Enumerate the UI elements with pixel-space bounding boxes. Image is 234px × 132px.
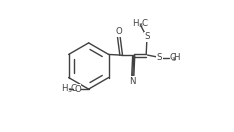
Text: S: S [144,32,150,41]
Text: C: C [70,84,77,93]
Text: 3: 3 [171,57,175,62]
Text: H: H [61,84,67,93]
Text: N: N [129,77,136,86]
Text: 3: 3 [68,88,72,93]
Text: 3: 3 [139,23,143,28]
Text: C: C [141,18,147,28]
Text: O: O [115,27,122,36]
Text: O: O [74,85,81,94]
Text: S: S [157,53,162,62]
Text: H: H [132,18,138,28]
Text: H: H [173,53,179,62]
Text: C: C [169,53,175,62]
